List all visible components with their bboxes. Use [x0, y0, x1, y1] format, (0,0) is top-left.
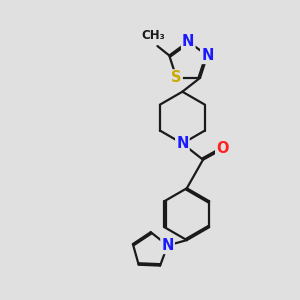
Text: O: O	[216, 141, 229, 156]
Text: N: N	[161, 238, 174, 253]
Text: N: N	[176, 136, 189, 151]
Text: N: N	[182, 34, 194, 49]
Text: S: S	[171, 70, 182, 86]
Text: CH₃: CH₃	[141, 28, 165, 42]
Text: N: N	[201, 48, 214, 63]
